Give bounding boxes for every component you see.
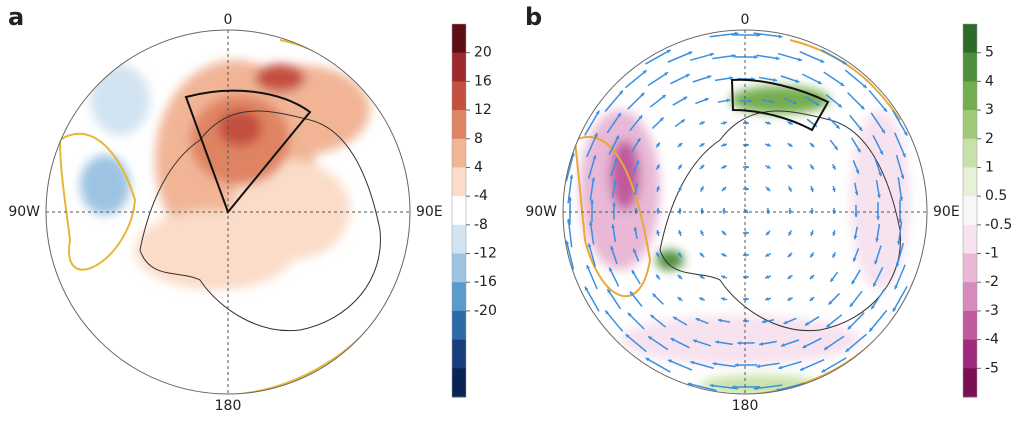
wind-arrowhead [745,187,749,191]
wind-arrowhead [700,208,704,212]
colorbar-label: -4 [985,332,999,348]
colorbar-label: -0.5 [985,217,1012,233]
colorbar-segment [452,196,466,225]
colorbar-label: 20 [474,45,492,61]
map-b [565,32,910,395]
wind-arrow [848,93,865,110]
colorbar-segment [963,53,977,82]
colorbar-label: 2 [985,131,994,147]
colorbar-segment [963,225,977,254]
colorbar-label: 12 [474,102,492,118]
wind-arrow [712,55,735,58]
wind-arrowhead [745,121,749,125]
wind-arrow [625,70,646,87]
colorbar-label: 1 [985,159,994,175]
colorbar-segment [963,368,977,397]
wind-arrow [605,91,623,112]
lon-label: 180 [215,398,242,414]
lon-label: 90W [525,204,557,220]
colorbar-segment [452,81,466,110]
lon-label: 90W [8,204,40,220]
colorbar-label: -16 [474,274,497,290]
lon-label: 0 [224,12,233,28]
wind-arrow [821,50,846,65]
colorbar-segment [452,225,466,254]
colorbar-label: -4 [474,188,488,204]
colorbar-segment [452,340,466,369]
colorbar-label: 3 [985,102,994,118]
colorbar-label: 5 [985,45,994,61]
wind-arrowhead [745,165,749,169]
colorbar-segment [452,282,466,311]
colorbar-segment [452,110,466,139]
lon-label: 90E [416,204,443,220]
colorbar-segment [452,139,466,168]
wind-arrow [800,360,824,371]
colorbar-label: 8 [474,131,483,147]
colorbar-segment [963,81,977,110]
wind-arrow [648,72,668,85]
colorbar-label: 4 [474,159,483,175]
wind-arrow [756,55,779,58]
wind-arrow [668,52,692,62]
wind-arrow [605,311,622,332]
colorbar-label: -20 [474,303,497,319]
colorbar-label: -2 [985,274,999,290]
map-a [60,40,390,395]
wind-arrow [869,90,887,111]
wind-arrow [690,54,714,61]
colorbar-label: -3 [985,303,999,319]
wind-arrowhead [678,208,682,212]
wind-arrow [869,310,886,331]
colorbar-segment [452,368,466,397]
panel-label: b [525,3,542,31]
colorbar-segment [963,340,977,369]
wind-arrow [824,72,844,86]
panel-label: a [8,3,24,31]
colorbar-label: -8 [474,217,488,233]
lon-label: 90E [933,204,960,220]
colorbar-label: 4 [985,73,994,89]
colorbar-segment [963,167,977,196]
wind-arrow [871,289,884,309]
wind-arrow [845,70,866,88]
colorbar-segment [452,24,466,53]
colorbar-segment [452,254,466,283]
colorbar-segment [963,110,977,139]
colorbar-segment [963,254,977,283]
colorbar-label: -12 [474,246,497,262]
colorbar-segment [963,196,977,225]
wind-arrow [778,54,802,61]
colorbar-segment [452,167,466,196]
lon-label: 180 [732,398,759,414]
wind-arrowhead [745,143,749,147]
colorbar-segment [963,311,977,340]
colorbar-segment [452,311,466,340]
wind-arrow [585,287,599,312]
colorbar-segment [963,139,977,168]
colorbar-label: 16 [474,73,492,89]
colorbar-segment [452,53,466,82]
lon-label: 0 [741,12,750,28]
wind-arrow [800,52,825,63]
wind-arrow [566,241,573,270]
colorbar-label: 0.5 [985,188,1007,204]
wind-arrowhead [722,208,726,212]
wind-arrow [646,358,671,372]
colorbar-label: -1 [985,246,999,262]
colorbar-segment [963,282,977,311]
colorbar-segment [963,24,977,53]
colorbar-label: -5 [985,360,999,376]
